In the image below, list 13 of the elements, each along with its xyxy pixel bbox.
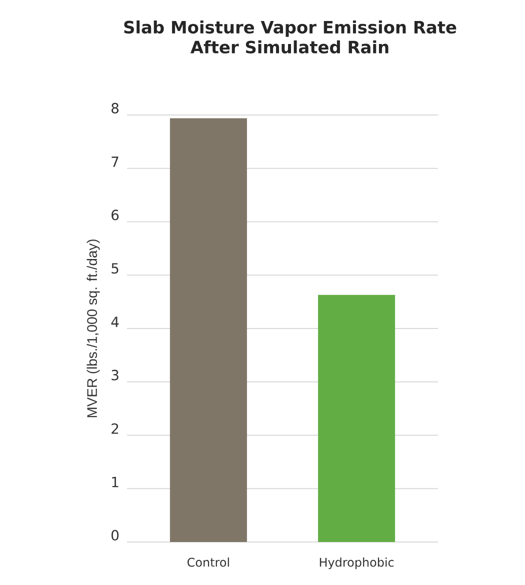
x-tick-label: Hydrophobic (320, 558, 394, 570)
x-tick-label: Control (188, 558, 229, 567)
y-tick-label: 2 (112, 423, 118, 434)
y-tick-label: 5 (112, 263, 118, 274)
y-tick-label: 8 (112, 102, 119, 114)
y-tick-label: 3 (112, 370, 118, 380)
chart-title: Slab Moisture Vapor Emission Rate After Simulated Rain (124, 20, 456, 54)
y-tick-label: 4 (111, 316, 119, 327)
y-tick-label: 0 (112, 530, 119, 540)
y-tick-label: 1 (112, 476, 118, 488)
y-tick-label: 6 (112, 210, 119, 220)
y-axis-title: MVER (lbs./1,000 sq. ft./day) (86, 240, 100, 418)
y-tick-label: 7 (112, 156, 118, 167)
